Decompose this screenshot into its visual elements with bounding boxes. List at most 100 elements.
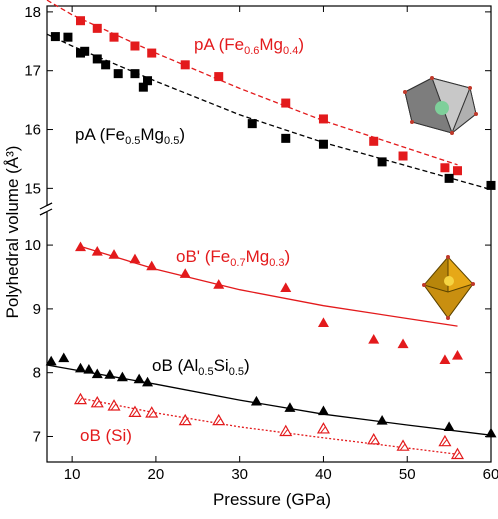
data-point-s2 [146,260,158,271]
data-point-s4 [279,424,293,437]
data-point-s1 [318,139,328,149]
data-point-s0 [130,41,140,51]
data-point-s3 [116,371,128,382]
y-tick-label: 10 [24,237,41,254]
data-point-s2 [179,268,191,278]
data-point-s2 [280,282,292,292]
label-pa-fe06mg04: pA (Fe0.6Mg0.4) [194,35,304,57]
data-point-s2 [368,334,380,344]
data-point-mark-s4 [399,444,406,451]
octahedron-gold-icon [422,255,475,320]
label-obprime-fe07mg03: oB' (Fe0.7Mg0.3) [176,247,290,269]
fit-line-2 [80,245,458,327]
data-point-s4 [438,434,452,447]
data-points [45,16,497,460]
y-tick-label: 18 [24,4,41,21]
axis-ticks: 10 20 30 40 50 60 15 16 17 18 7 8 9 10 [24,4,498,483]
y-tick-label: 7 [33,428,41,445]
data-point-s1 [377,157,387,167]
data-point-mark-s4 [77,397,83,404]
data-point-s4 [90,395,104,408]
data-point-s2 [439,354,451,365]
data-point-mark-s4 [370,437,376,445]
data-point-s3 [45,355,57,366]
x-tick-label: 50 [399,466,416,483]
data-point-s1 [247,119,257,129]
y-tick-label: 17 [24,63,41,80]
data-point-mark-s4 [94,400,100,408]
data-point-s2 [91,245,103,256]
data-point-s4 [450,447,465,460]
data-point-s3 [376,415,388,425]
data-point-mark-s4 [441,439,447,447]
data-point-s4 [145,406,159,418]
data-point-mark-s4 [215,418,221,425]
data-point-s4 [367,432,381,445]
polyhedron-gray-icon [403,76,478,135]
data-point-s4 [316,422,330,434]
data-point-s0 [147,48,157,58]
x-tick-label: 60 [483,466,498,483]
data-point-s1 [63,32,73,42]
data-point-mark-s4 [454,452,460,459]
y-tick-label: 16 [24,122,41,139]
data-point-s2 [397,338,409,349]
data-point-s3 [284,402,296,412]
data-point-s4 [107,399,121,411]
data-point-s2 [108,249,120,259]
x-axis-title: Pressure (GPa) [213,490,331,509]
data-point-mark-s4 [320,426,326,434]
data-point-s1 [92,54,102,64]
axis-break-marks [39,202,53,216]
data-point-s0 [318,114,328,124]
data-point-s2 [451,349,463,360]
data-point-mark-s4 [182,418,188,425]
data-point-s0 [109,32,119,42]
y-axis-title: Polyhedral volume (Å³) [3,146,22,319]
data-point-s1 [101,60,111,70]
data-point-s1 [138,82,148,92]
data-point-s3 [250,395,262,406]
fit-lines [46,0,492,455]
data-point-s2 [75,241,87,252]
data-point-s3 [58,352,70,363]
data-point-s0 [92,23,102,33]
data-point-mark-s4 [148,410,154,418]
label-pa-fe05mg05: pA (Fe0.5Mg0.5) [75,125,185,147]
data-point-s1 [130,69,140,79]
data-point-s3 [443,421,455,432]
data-point-mark-s4 [131,410,138,417]
data-point-s1 [486,180,496,190]
data-point-s2 [213,279,225,289]
data-point-s4 [212,413,226,426]
plot-frame [46,5,492,463]
x-tick-label: 40 [315,466,332,483]
data-point-s0 [180,60,190,70]
data-point-s2 [317,317,329,328]
fit-line-0 [46,0,458,166]
data-point-s1 [281,133,291,143]
x-tick-label: 10 [64,466,81,483]
data-point-s3 [317,405,329,416]
label-ob-si: oB (Si) [80,426,132,445]
x-tick-label: 20 [148,466,165,483]
data-point-s0 [214,72,224,82]
data-point-s0 [440,163,450,173]
data-point-s0 [398,151,408,161]
data-point-s0 [76,16,86,26]
data-point-s0 [452,166,462,176]
data-point-s0 [281,98,291,108]
x-tick-label: 30 [231,466,248,483]
data-point-mark-s4 [110,403,117,411]
data-point-mark-s4 [282,429,288,436]
y-tick-label: 15 [24,180,41,197]
data-point-s4 [178,413,192,426]
data-point-s1 [50,32,60,42]
data-point-s2 [129,253,141,264]
data-point-s3 [133,373,145,384]
data-point-s1 [143,76,153,86]
data-point-s4 [73,392,88,405]
label-ob-al05si05: oB (Al0.5Si0.5) [152,356,250,378]
y-tick-label: 8 [33,365,41,382]
data-point-s3 [91,368,103,379]
